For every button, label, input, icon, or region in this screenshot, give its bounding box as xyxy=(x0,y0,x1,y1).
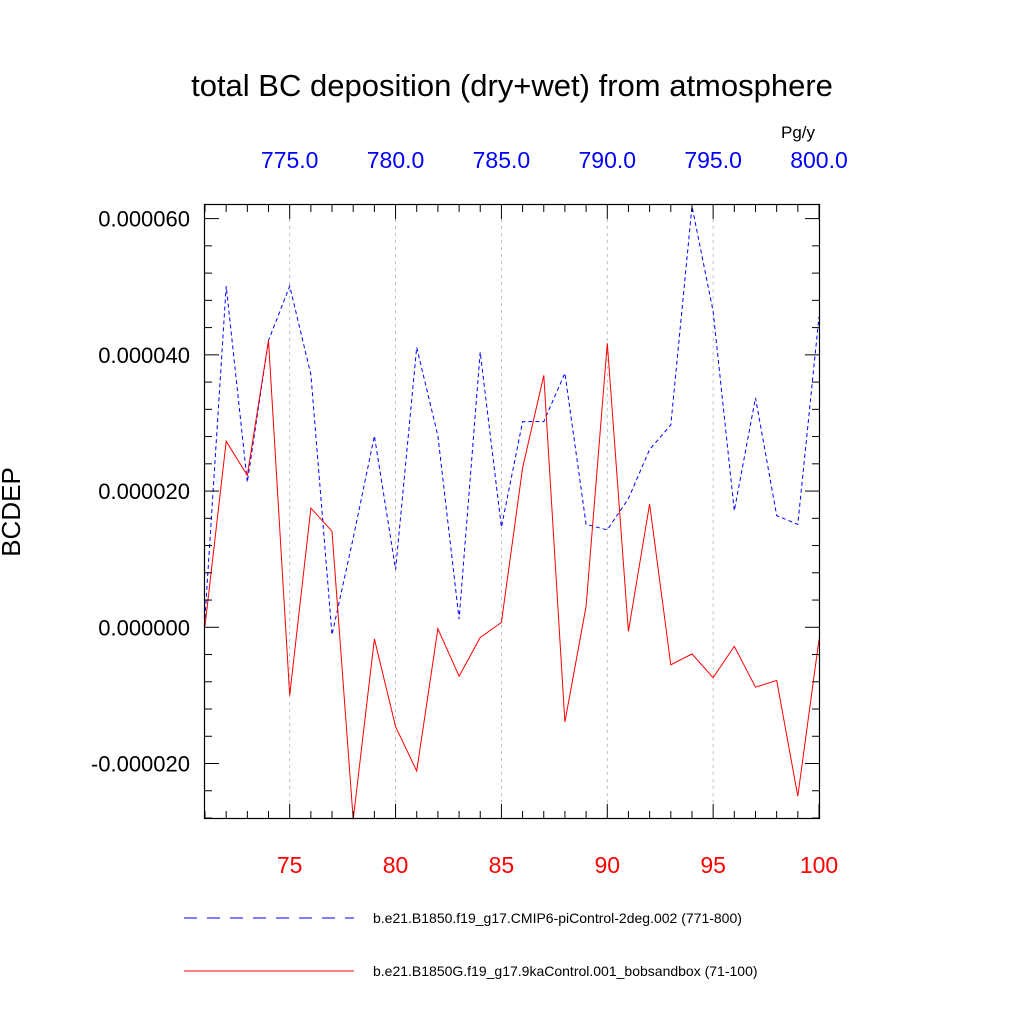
legend-label-2: b.e21.B1850G.f19_g17.9kaControl.001_bobs… xyxy=(373,963,758,979)
x-bottom-tick-label: 100 xyxy=(800,852,838,878)
y-tick-label: 0.000000 xyxy=(98,615,190,640)
chart-title: total BC deposition (dry+wet) from atmos… xyxy=(191,68,833,103)
series-line-1 xyxy=(204,206,820,635)
x-bottom-tick-label: 95 xyxy=(700,852,726,878)
y-tick-label: 0.000060 xyxy=(98,207,190,232)
label-layer: -0.000020 0.000000 0.000020 0.000040 0.00006… xyxy=(91,147,848,878)
x-top-tick-label: 780.0 xyxy=(367,147,425,173)
y-tick-label: 0.000040 xyxy=(98,343,190,368)
series-layer xyxy=(204,206,820,820)
x-top-tick-label: 800.0 xyxy=(790,147,848,173)
x-top-tick-label: 785.0 xyxy=(473,147,531,173)
x-top-tick-label: 775.0 xyxy=(261,147,319,173)
x-bottom-tick-label: 75 xyxy=(277,852,303,878)
x-top-tick-label: 795.0 xyxy=(684,147,742,173)
x-bottom-tick-label: 90 xyxy=(594,852,620,878)
grid-layer xyxy=(289,205,714,818)
x-bottom-tick-label: 80 xyxy=(383,852,409,878)
series-line-2 xyxy=(204,340,820,820)
x-bottom-tick-label: 85 xyxy=(489,852,515,878)
y-axis-label: BCDEP xyxy=(0,467,26,557)
y-tick-label: -0.000020 xyxy=(91,752,190,777)
units-label: Pg/y xyxy=(781,123,816,142)
tick-layer xyxy=(204,205,820,819)
plot-frame xyxy=(203,203,821,820)
x-top-tick-label: 790.0 xyxy=(578,147,636,173)
legend-label-1: b.e21.B1850.f19_g17.CMIP6-piControl-2deg… xyxy=(373,910,742,926)
legend: b.e21.B1850.f19_g17.CMIP6-piControl-2deg… xyxy=(184,910,758,979)
y-tick-label: 0.000020 xyxy=(98,479,190,504)
